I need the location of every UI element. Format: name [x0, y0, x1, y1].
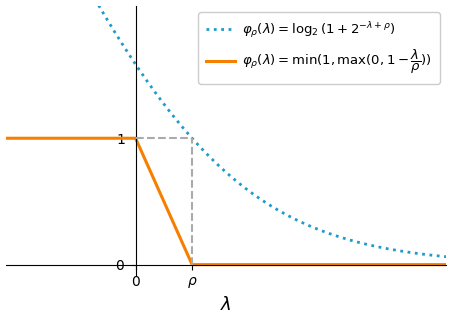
- $\varphi_\rho(\lambda) = \min(1, \max(0, 1 - \dfrac{\lambda}{\rho}))$: [191, 263, 196, 267]
- $\varphi_\rho(\lambda) = \log_2(1 + 2^{-\lambda+\rho})$: [191, 138, 196, 142]
- $\varphi_\rho(\lambda) = \min(1, \max(0, 1 - \dfrac{\lambda}{\rho}))$: [171, 224, 177, 228]
- $\varphi_\rho(\lambda) = \min(1, \max(0, 1 - \dfrac{\lambda}{\rho}))$: [434, 263, 440, 267]
- Line: $\varphi_\rho(\lambda) = \min(1, \max(0, 1 - \dfrac{\lambda}{\rho}))$: $\varphi_\rho(\lambda) = \min(1, \max(0,…: [5, 138, 446, 265]
- $\varphi_\rho(\lambda) = \min(1, \max(0, 1 - \dfrac{\lambda}{\rho}))$: [53, 136, 59, 140]
- $\varphi_\rho(\lambda) = \min(1, \max(0, 1 - \dfrac{\lambda}{\rho}))$: [3, 136, 8, 140]
- $\varphi_\rho(\lambda) = \min(1, \max(0, 1 - \dfrac{\lambda}{\rho}))$: [387, 263, 392, 267]
- $\varphi_\rho(\lambda) = \log_2(1 + 2^{-\lambda+\rho})$: [434, 254, 440, 258]
- $\varphi_\rho(\lambda) = \log_2(1 + 2^{-\lambda+\rho})$: [443, 255, 448, 259]
- X-axis label: $\lambda$: $\lambda$: [220, 296, 231, 314]
- $\varphi_\rho(\lambda) = \min(1, \max(0, 1 - \dfrac{\lambda}{\rho}))$: [189, 263, 194, 267]
- Line: $\varphi_\rho(\lambda) = \log_2(1 + 2^{-\lambda+\rho})$: $\varphi_\rho(\lambda) = \log_2(1 + 2^{-…: [5, 0, 446, 257]
- Legend: $\varphi_\rho(\lambda) = \log_2(1 + 2^{-\lambda+\rho})$, $\varphi_\rho(\lambda) : $\varphi_\rho(\lambda) = \log_2(1 + 2^{-…: [198, 12, 439, 84]
- $\varphi_\rho(\lambda) = \log_2(1 + 2^{-\lambda+\rho})$: [171, 116, 177, 120]
- $\varphi_\rho(\lambda) = \min(1, \max(0, 1 - \dfrac{\lambda}{\rho}))$: [443, 263, 448, 267]
- $\varphi_\rho(\lambda) = \log_2(1 + 2^{-\lambda+\rho})$: [387, 247, 392, 251]
- $\varphi_\rho(\lambda) = \min(1, \max(0, 1 - \dfrac{\lambda}{\rho}))$: [79, 136, 84, 140]
